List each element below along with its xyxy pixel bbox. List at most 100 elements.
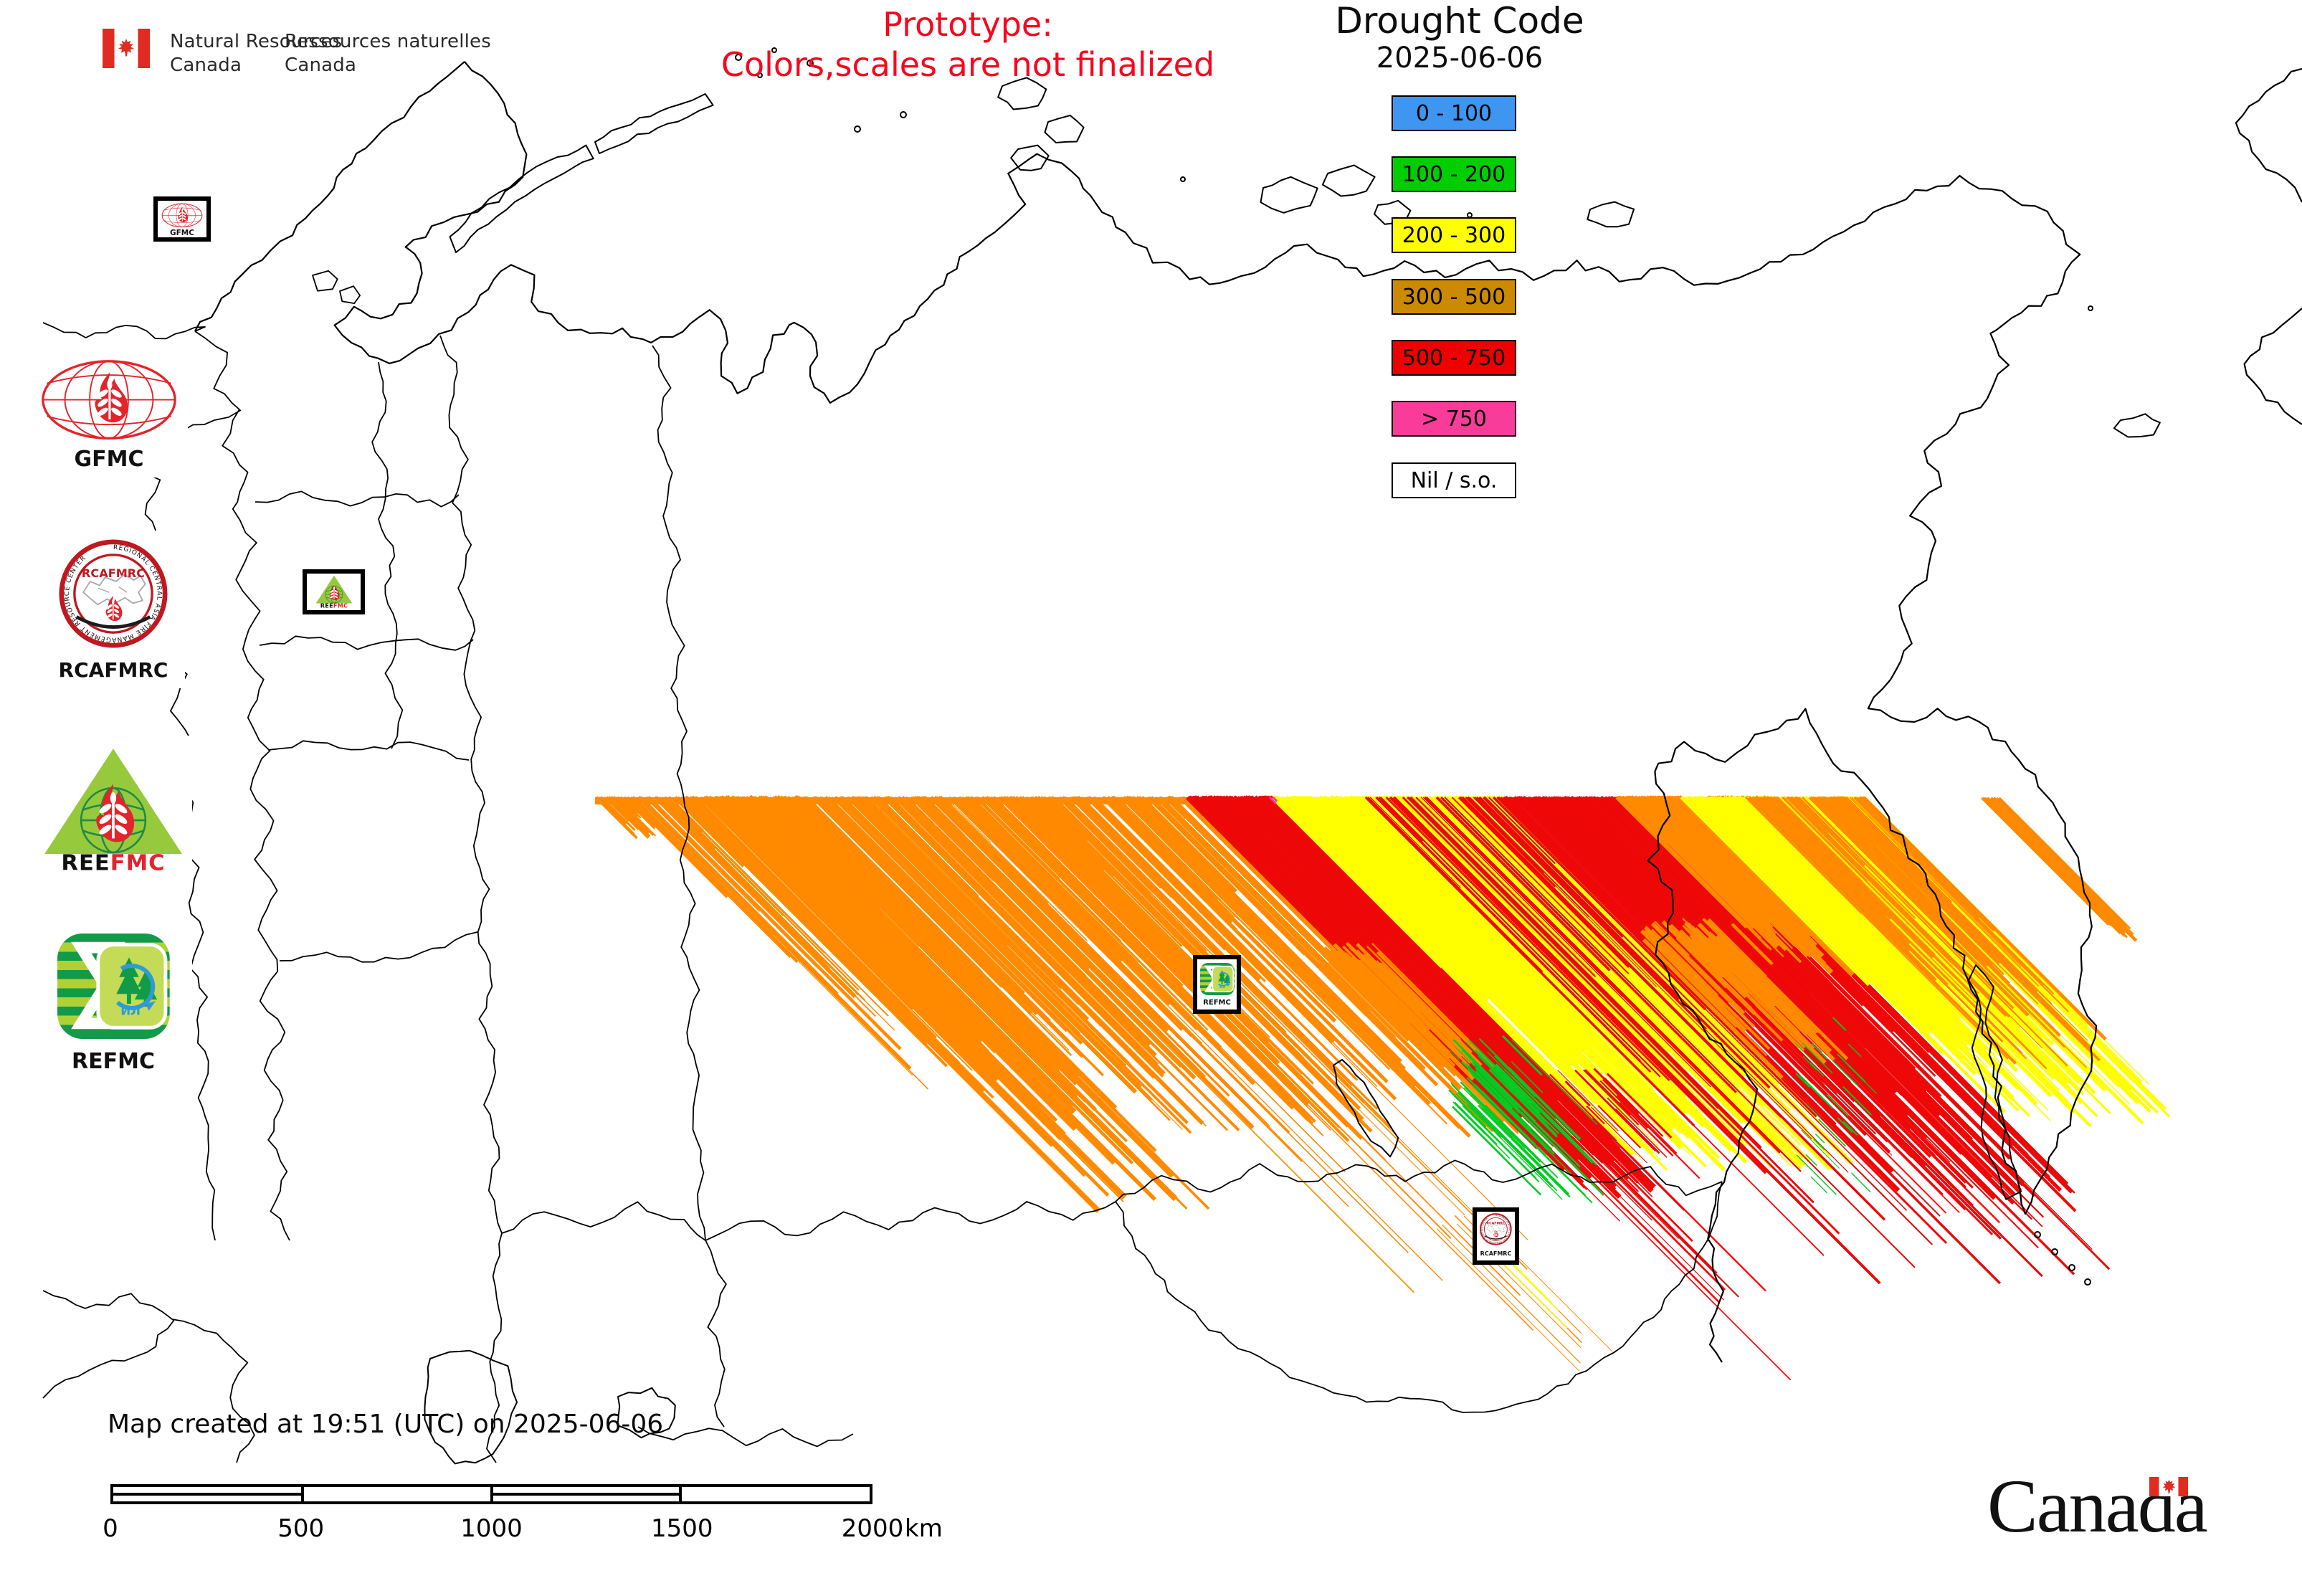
- scale-bar-divider: [679, 1487, 682, 1501]
- drought-streak: [1809, 1062, 1825, 1077]
- drought-streak: [1373, 796, 1705, 1128]
- drought-streak: [1563, 1107, 1611, 1155]
- border-west-3: [259, 635, 474, 651]
- drought-streak: [1740, 796, 1936, 992]
- drought-streak: [1717, 796, 1756, 835]
- small-island: [900, 111, 907, 118]
- drought-streak: [1032, 796, 1183, 947]
- drought-streak: [1816, 796, 1988, 968]
- drought-streak: [1464, 1086, 1482, 1105]
- drought-streak: [1343, 955, 1456, 1067]
- drought-streak: [1723, 796, 1963, 1036]
- drought-streak: [597, 796, 622, 821]
- small-island: [2084, 1278, 2091, 1286]
- drought-streak: [1385, 797, 1670, 1082]
- drought-streak: [1483, 796, 1625, 939]
- drought-streak: [1320, 950, 1450, 1080]
- drought-streak: [948, 796, 1183, 1032]
- drought-streak: [1369, 797, 1461, 888]
- nrcan-name-fr: Ressources naturelles Canada: [285, 30, 491, 77]
- drought-zone-10-orange: [1615, 795, 1855, 977]
- drought-streak: [660, 797, 860, 996]
- drought-streak: [1506, 1098, 1604, 1196]
- drought-streak: [1619, 1101, 1674, 1157]
- drought-streak: [1655, 945, 1767, 1057]
- lake-onega: [339, 285, 361, 304]
- drought-streak: [1033, 796, 1116, 878]
- drought-streak: [846, 797, 1171, 1121]
- drought-streak: [1347, 795, 1532, 981]
- drought-streak: [639, 796, 839, 996]
- scale-bar-unit: km: [905, 1514, 943, 1543]
- drought-streak: [905, 796, 1240, 1131]
- drought-streak: [878, 796, 954, 873]
- drought-streak: [1806, 797, 2037, 1027]
- border-kazakhstan: [501, 1201, 1116, 1241]
- drought-streak: [1732, 795, 1777, 841]
- drought-streak: [1485, 1111, 1515, 1141]
- drought-streak: [1380, 797, 1661, 1078]
- drought-streak: [870, 796, 1062, 989]
- drought-streak: [1765, 797, 1880, 911]
- drought-streak: [1245, 796, 1629, 1181]
- drought-streak: [1493, 1103, 1587, 1196]
- legend-item--750: > 750: [1392, 401, 1516, 437]
- prototype-notice: Prototype: Colors,scales are not finaliz…: [645, 4, 1290, 85]
- drought-streak: [923, 796, 1207, 1079]
- drought-streak: [1761, 796, 1911, 945]
- drought-streak: [1055, 797, 1528, 1270]
- drought-streak: [1712, 796, 1921, 1004]
- nrcan-name-fr-line1: Ressources naturelles: [285, 31, 491, 52]
- scale-bar-tick-1500: 1500: [650, 1514, 713, 1543]
- drought-streak: [1507, 1087, 1558, 1138]
- island-novaya-zemlya-south: [449, 144, 594, 253]
- drought-streak: [599, 796, 624, 820]
- drought-streak: [877, 797, 1207, 1127]
- coastline-black-sea: [42, 1290, 175, 1399]
- drought-streak: [1579, 1074, 1657, 1152]
- drought-streak: [1721, 942, 1832, 1053]
- drought-streak: [1452, 1106, 1542, 1196]
- drought-streak: [1474, 797, 1707, 1030]
- drought-streak: [1670, 923, 1716, 969]
- drought-streak: [1435, 796, 1611, 972]
- drought-streak: [753, 797, 958, 1000]
- drought-streak: [1186, 795, 1295, 904]
- drought-streak: [1407, 797, 1815, 1204]
- drought-streak: [1320, 963, 1397, 1040]
- legend-item-nil-s-o-: Nil / s.o.: [1392, 462, 1516, 498]
- drought-streak: [1734, 797, 1926, 988]
- drought-streak: [1399, 797, 1680, 1078]
- drought-streak: [1851, 797, 2022, 967]
- drought-streak: [1272, 797, 1278, 802]
- drought-streak: [1404, 797, 1744, 1136]
- drought-streak: [937, 797, 1303, 1162]
- drought-streak: [675, 797, 722, 843]
- drought-streak: [661, 797, 895, 1031]
- drought-streak: [1549, 1073, 1617, 1142]
- drought-streak: [1092, 796, 1397, 1101]
- drought-streak: [1801, 796, 2015, 1010]
- drought-streak: [682, 795, 1101, 1213]
- drought-streak: [1450, 1050, 1460, 1061]
- border-ural: [652, 345, 706, 1241]
- drought-streak: [1179, 796, 1463, 1080]
- drought-streak: [1356, 949, 1471, 1064]
- drought-streak: [1832, 1060, 1859, 1087]
- drought-streak: [1703, 796, 1999, 1093]
- drought-streak: [814, 796, 1033, 1015]
- drought-streak: [713, 795, 912, 994]
- drought-streak: [1599, 796, 1894, 1091]
- drought-streak: [1996, 797, 2134, 936]
- drought-streak: [991, 797, 1293, 1098]
- border-central-asia-3: [705, 1240, 727, 1428]
- drought-streak: [1460, 1060, 1555, 1155]
- lake-ladoga: [312, 270, 338, 292]
- drought-streak: [1389, 796, 1767, 1174]
- border-west-7: [371, 361, 404, 749]
- legend-title: Drought Code: [1335, 0, 1584, 42]
- small-island: [807, 60, 814, 67]
- drought-streak: [1805, 1103, 1821, 1118]
- drought-streak: [912, 796, 1197, 1080]
- drought-streak: [1706, 931, 1835, 1061]
